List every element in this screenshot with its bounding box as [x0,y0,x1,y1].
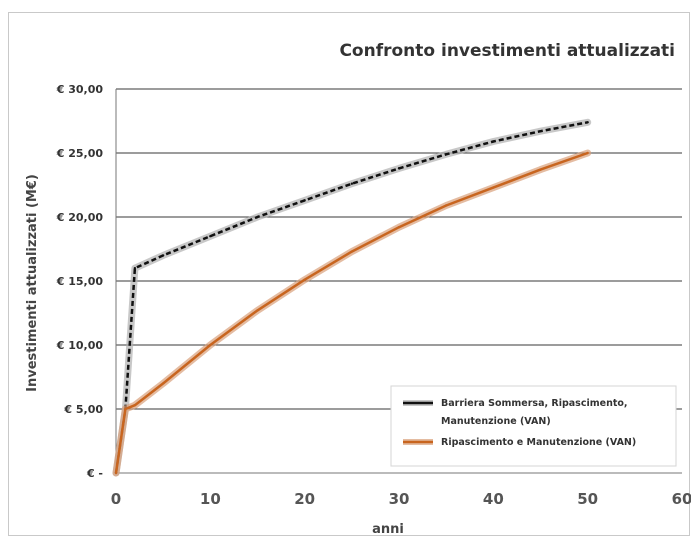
data-point [209,235,212,238]
data-point [586,151,589,155]
data-point [209,343,212,347]
data-point [492,186,495,189]
y-tick-label: € 15,00 [56,275,104,288]
chart-title: Confronto investimenti attualizzati [339,41,675,61]
data-point [161,382,165,385]
line-chart: Confronto investimenti attualizzati € -€… [25,41,691,537]
data-point [350,182,354,185]
data-point [492,140,495,143]
data-point [124,407,127,411]
y-tick-label: € 30,00 [56,83,104,96]
y-axis-label: Investimenti attualizzati (M€) [25,174,40,392]
data-point [397,167,401,170]
x-tick-label: 0 [111,490,121,508]
legend-box [390,385,677,467]
legend-label: Manutenzione (VAN) [441,416,551,427]
y-tick-label: € 20,00 [56,211,104,224]
data-point [303,199,306,202]
y-tick-label: € 25,00 [56,147,104,160]
data-point [256,309,259,312]
data-point [350,250,354,253]
chart-frame: Confronto investimenti attualizzati € - €… [8,12,691,537]
x-tick-label: 20 [294,490,315,508]
data-point [586,121,589,124]
x-tick-label: 30 [389,490,410,508]
data-point [161,254,165,257]
data-point [114,471,118,475]
x-tick-label: 40 [483,490,504,508]
data-point [397,226,401,229]
x-axis-label: anni [372,522,404,537]
data-point [303,278,306,281]
data-point [444,204,448,207]
data-point [444,153,448,156]
y-tick-label: € - [86,467,103,480]
x-tick-label: 10 [200,490,221,508]
data-point [133,267,137,270]
y-tick-labels: € - € 5,00 € 10,00 € 15,00 € 20,00 € 25,00 € 3… [56,83,104,480]
series-group [112,118,592,477]
data-point [133,403,137,407]
legend: Barriera Sommersa, Ripascimento, Manutenz… [390,385,677,467]
y-tick-label: € 5,00 [63,403,103,416]
legend-label: Ripascimento e Manutenzione (VAN) [441,437,636,448]
data-point [256,215,259,219]
x-tick-label: 60 [672,490,691,508]
data-point [539,168,542,171]
legend-label: Barriera Sommersa, Ripascimento, [441,398,628,409]
y-tick-label: € 10,00 [56,339,104,352]
x-tick-labels: 0 10 20 30 40 50 60 [111,490,691,508]
x-tick-label: 50 [577,490,598,508]
data-point [539,130,542,133]
